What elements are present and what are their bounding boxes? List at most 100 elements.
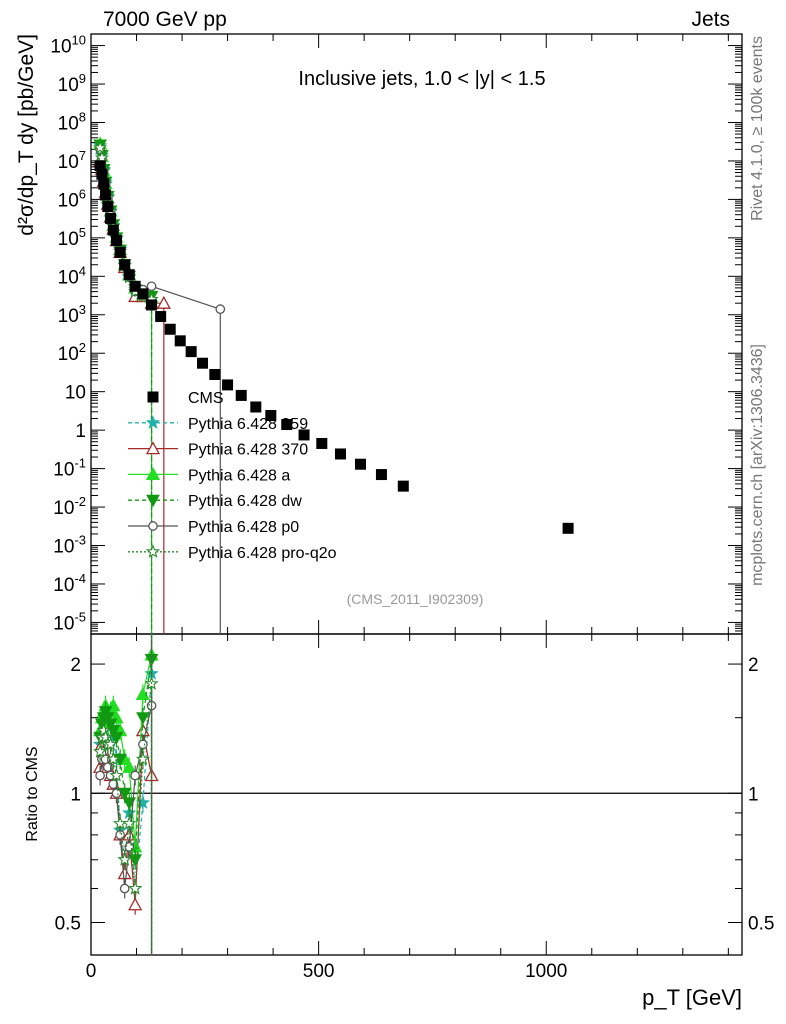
data-point [114, 246, 126, 258]
data-point [250, 401, 262, 413]
legend-marker [145, 441, 161, 455]
data-point [123, 269, 135, 281]
data-point [316, 437, 328, 449]
y-tick-label: 10-5 [53, 609, 86, 634]
ratio-y-tick-label-right: 2 [748, 655, 759, 676]
header-left: 7000 GeV pp [103, 8, 227, 31]
data-point [209, 368, 221, 380]
ratio-point [135, 687, 150, 701]
data-point [100, 189, 112, 201]
data-point [92, 140, 108, 154]
y-tick-label: 107 [58, 148, 86, 173]
y-axis-label: d²σ/dp_T dy [pb/GeV] [15, 34, 38, 236]
y-tick-label: 102 [58, 340, 86, 365]
y-tick-label: 10 [65, 383, 86, 404]
legend-marker [148, 521, 158, 531]
y-tick-label: 104 [58, 263, 86, 288]
data-point [94, 160, 106, 172]
y-tick-label: 1010 [50, 33, 86, 58]
ratio-axis-label: Ratio to CMS [24, 746, 41, 841]
legend-marker [145, 544, 161, 558]
data-point [119, 259, 131, 271]
data-point [215, 304, 226, 315]
data-point [105, 212, 117, 224]
ratio-point [98, 729, 113, 744]
ratio-point [135, 795, 151, 809]
data-point [235, 389, 247, 401]
ratio-point [109, 767, 124, 782]
ratio-y-tick-label-right: 1 [748, 784, 759, 805]
analysis-watermark: (CMS_2011_I902309) [347, 591, 484, 607]
ratio-point [135, 751, 151, 766]
legend-marker [147, 391, 159, 403]
y-tick-label: 103 [58, 302, 86, 327]
data-point [110, 235, 122, 247]
legend-label: Pythia 6.428 359 [188, 416, 308, 433]
mcplots-label: mcplots.cern.ch [arXiv:1306.3436] [749, 344, 766, 586]
ratio-y-tick-label: 2 [70, 655, 81, 676]
data-point [281, 419, 293, 431]
legend-marker [146, 494, 160, 508]
x-tick-label: 1000 [525, 961, 567, 982]
data-point [107, 224, 119, 236]
y-tick-label: 10-1 [53, 456, 86, 481]
data-point [174, 335, 186, 347]
data-point [197, 357, 209, 369]
data-point [185, 346, 197, 358]
ratio-point [122, 816, 137, 830]
data-point [334, 448, 346, 460]
rivet-label: Rivet 4.1.0, ≥ 100k events [749, 36, 766, 221]
y-tick-label: 10-2 [53, 494, 86, 519]
legend-label: Pythia 6.428 a [188, 467, 290, 484]
data-point [98, 178, 110, 190]
ratio-point [119, 883, 130, 894]
y-tick-label: 10-3 [53, 533, 86, 558]
ratio-point [95, 770, 105, 781]
legend-label: Pythia 6.428 370 [188, 442, 308, 459]
legend-label: Pythia 6.428 dw [188, 493, 302, 510]
legend-label: Pythia 6.428 pro-q2o [188, 545, 337, 562]
ratio-y-tick-label: 1 [70, 784, 81, 805]
ratio-point [109, 731, 124, 745]
data-point [375, 469, 387, 481]
ratio-point [98, 706, 113, 719]
data-point [146, 281, 157, 292]
data-point [265, 410, 277, 422]
ratio-point [136, 712, 150, 725]
x-axis-label: p_T [GeV] [642, 985, 742, 1010]
legend-label: CMS [188, 390, 224, 407]
data-point [102, 201, 114, 213]
y-tick-label: 106 [58, 186, 86, 211]
ratio-point [117, 787, 132, 801]
ratio-point [112, 816, 128, 830]
data-point [222, 379, 234, 391]
data-point [155, 311, 167, 323]
y-tick-label: 108 [58, 109, 86, 134]
data-point [562, 522, 574, 534]
ratio-point [122, 759, 137, 773]
ratio-point [130, 770, 141, 781]
ratio-point [103, 736, 118, 751]
ratio-point [128, 897, 143, 911]
legend-marker [145, 415, 161, 429]
data-point [96, 168, 108, 180]
x-tick-label: 500 [303, 961, 335, 982]
y-tick-label: 10-4 [53, 571, 86, 596]
y-tick-label: 1 [75, 421, 86, 442]
data-point [164, 323, 176, 335]
ratio-y-tick-label-right: 0.5 [748, 913, 774, 934]
ratio-frame [90, 633, 743, 956]
data-point [397, 480, 409, 492]
legend-label: Pythia 6.428 p0 [188, 519, 299, 536]
data-point [156, 295, 171, 309]
x-tick-label: 0 [86, 961, 97, 982]
legend-marker [145, 467, 161, 481]
ratio-point [138, 739, 148, 750]
y-tick-label: 105 [58, 225, 86, 250]
ratio-point [128, 881, 143, 895]
header-right: Jets [691, 8, 730, 31]
ratio-point [122, 797, 137, 810]
ratio-y-tick-label: 0.5 [55, 913, 81, 934]
ratio-point [117, 852, 132, 866]
